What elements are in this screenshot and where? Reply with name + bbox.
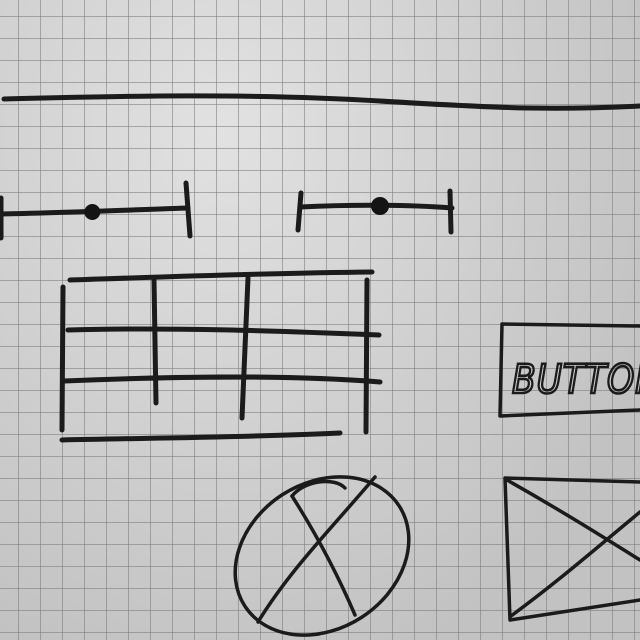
table-bottom-border xyxy=(59,430,343,443)
slider-2-start-cap xyxy=(295,190,304,233)
data-table xyxy=(59,269,383,443)
slider-2-thumb[interactable] xyxy=(371,197,389,215)
table-column-divider-2 xyxy=(239,275,251,421)
table-right-border xyxy=(363,277,370,435)
table-left-border xyxy=(59,284,66,433)
round-image-placeholder xyxy=(233,475,411,637)
slider-1-end-cap xyxy=(183,180,193,239)
image-box-diagonal-1 xyxy=(505,478,640,562)
image-box-border xyxy=(503,476,640,622)
image-placeholder-cross-line-2 xyxy=(290,494,357,617)
image-placeholder-box xyxy=(503,476,640,622)
image-placeholder-cross-line-1 xyxy=(256,475,377,624)
slider-1-thumb[interactable] xyxy=(84,204,101,220)
image-box-diagonal-2 xyxy=(509,510,640,618)
table-row-divider-2 xyxy=(61,374,383,385)
button-border xyxy=(498,322,640,418)
image-placeholder-curl xyxy=(290,479,347,498)
slider-2[interactable] xyxy=(295,188,455,235)
table-column-divider-1 xyxy=(151,277,159,406)
button[interactable]: BUTTON xyxy=(498,322,640,418)
header-divider xyxy=(1,93,640,111)
image-placeholder-ellipse xyxy=(233,475,411,637)
slider-1[interactable] xyxy=(0,180,193,241)
table-row-divider-1 xyxy=(65,326,382,338)
button-label: BUTTON xyxy=(512,357,640,403)
slider-2-end-cap xyxy=(447,188,454,235)
table-top-border xyxy=(67,269,375,283)
